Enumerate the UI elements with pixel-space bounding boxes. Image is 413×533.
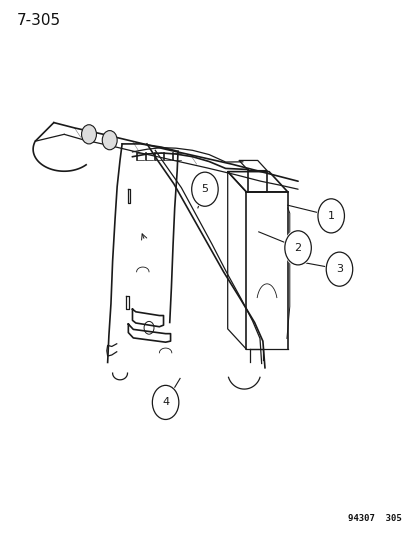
Circle shape bbox=[316, 197, 345, 235]
Text: 94307  305: 94307 305 bbox=[347, 514, 401, 523]
Text: 5: 5 bbox=[201, 184, 208, 194]
Circle shape bbox=[190, 171, 219, 208]
Circle shape bbox=[102, 131, 117, 150]
Text: 1: 1 bbox=[327, 211, 334, 221]
Circle shape bbox=[283, 229, 312, 266]
Text: 2: 2 bbox=[294, 243, 301, 253]
Circle shape bbox=[81, 125, 96, 144]
Text: 7-305: 7-305 bbox=[17, 13, 61, 28]
Text: 4: 4 bbox=[161, 398, 169, 407]
Circle shape bbox=[324, 251, 353, 288]
Circle shape bbox=[151, 384, 180, 421]
Text: 3: 3 bbox=[335, 264, 342, 274]
